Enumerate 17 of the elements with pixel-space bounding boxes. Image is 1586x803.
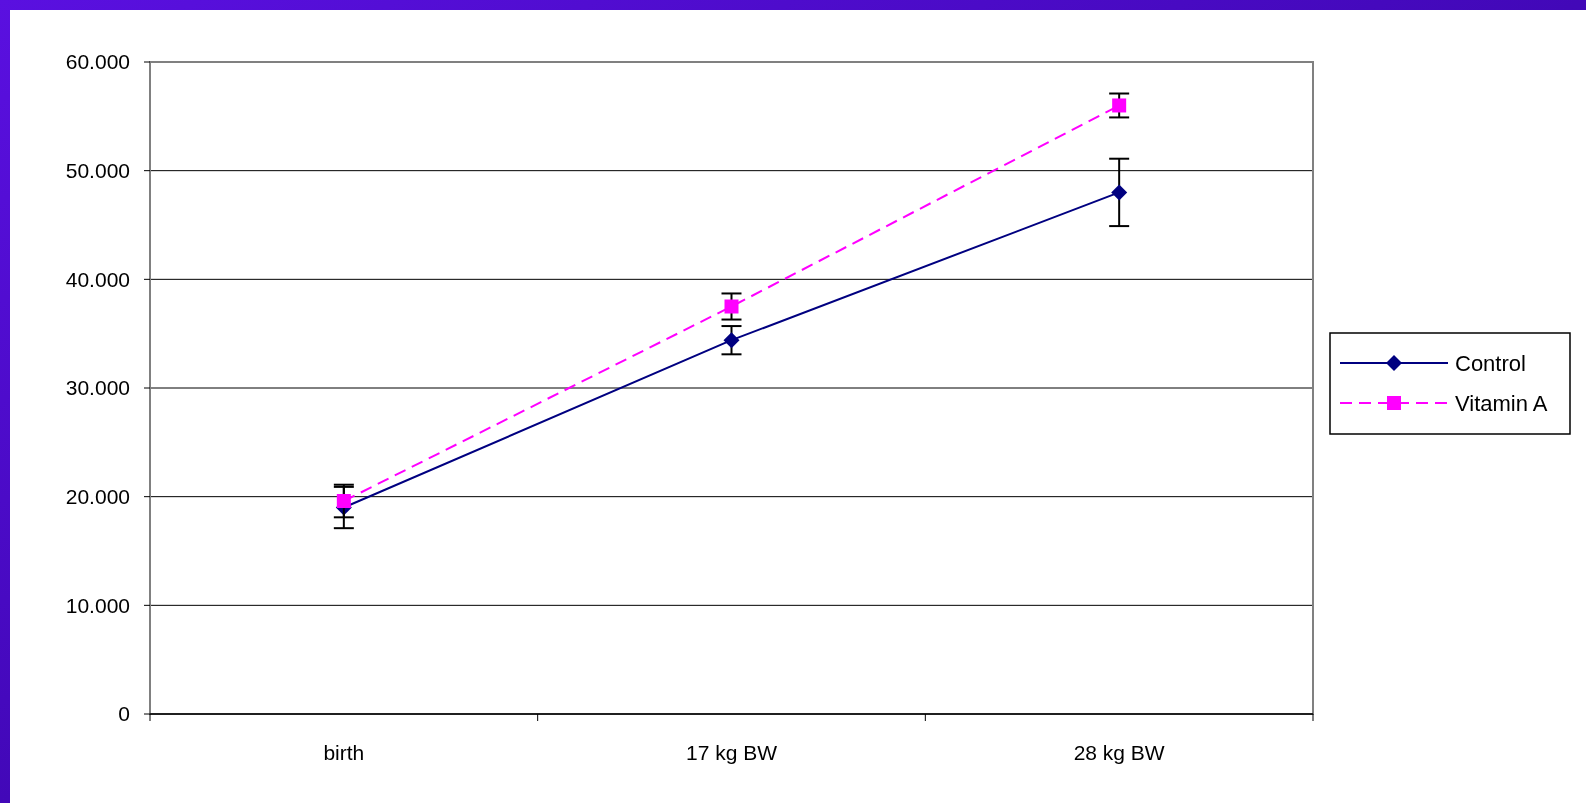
x-tick-label: 17 kg BW bbox=[685, 741, 778, 764]
y-tick-label: 50.000 bbox=[65, 159, 130, 183]
y-tick-label: 60.000 bbox=[65, 50, 130, 74]
y-tick-label: 0 bbox=[118, 702, 130, 726]
x-tick-label: 28 kg BW bbox=[1073, 741, 1165, 764]
point bbox=[1111, 184, 1128, 201]
y-tick-label: 30.000 bbox=[65, 376, 130, 400]
point bbox=[723, 332, 740, 349]
y-tick-label: 40.000 bbox=[65, 267, 130, 291]
legend-label: Vitamin A bbox=[1455, 390, 1548, 416]
y-tick-label: 20.000 bbox=[65, 485, 130, 509]
point bbox=[336, 494, 351, 509]
x-tick-label: birth bbox=[323, 741, 365, 764]
y-tick-label: 10.000 bbox=[65, 593, 130, 617]
point bbox=[1112, 98, 1127, 113]
legend-label: Control bbox=[1455, 350, 1526, 376]
point bbox=[724, 299, 739, 314]
